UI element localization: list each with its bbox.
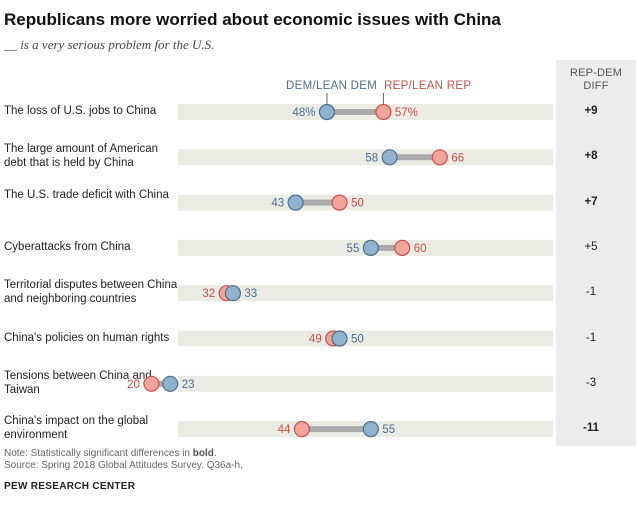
rep-value-label: 44 [278,424,291,436]
note-suffix: . [213,448,217,459]
row-track [178,330,553,347]
rep-value-label: 66 [451,152,464,164]
row-label: The large amount of American debt that i… [4,143,159,170]
dem-value-label: 48% [292,107,315,119]
chart-note: Note: Statistically significant differen… [4,448,217,460]
legend-rep: REP/LEAN REP [384,80,472,92]
dem-value-label: 55 [347,243,360,255]
chart-subtitle: __ is a very serious problem for the U.S… [4,37,215,52]
note-bold: bold [192,448,214,459]
rep-value-label: 57% [395,107,418,119]
diff-value: +7 [584,195,598,208]
gap-connector [301,426,371,433]
dem-point [162,375,179,392]
diff-column-background [556,60,636,446]
diff-column-header: REP-DEM DIFF [556,67,636,93]
gap-connector [389,154,440,161]
rep-point [331,194,348,211]
dem-value-label: 55 [382,424,395,436]
row-label: Tensions between China and Taiwan [4,369,152,396]
diff-header-line-1: REP-DEM [569,67,623,79]
row-track [178,375,553,392]
rep-value-label: 60 [414,243,427,255]
rep-point [431,149,448,166]
dem-point [224,285,242,302]
diff-value: +9 [584,105,598,117]
row-track [178,194,553,211]
gap-connector [370,244,403,251]
rep-point [375,103,392,121]
rep-value-label: 49 [309,334,322,346]
dem-value-label: 23 [182,379,195,391]
row-label: The U.S. trade deficit with China [4,188,169,201]
row-track [178,285,553,302]
rep-point [293,421,310,438]
diff-value: -3 [585,376,597,389]
dem-value-label: 33 [244,288,257,300]
chart-title: Republicans more worried about economic … [4,10,501,29]
dem-point [287,194,304,211]
rep-value-label: 20 [127,379,140,391]
dem-point [381,149,398,166]
diff-value: +5 [584,240,598,253]
dem-point [362,421,379,438]
rep-point [394,239,411,256]
rep-value-label: 50 [351,198,364,210]
org-credit: PEW RESEARCH CENTER [4,481,136,492]
diff-value: -1 [585,286,597,299]
dem-point [331,330,348,347]
diff-value: -11 [583,422,599,435]
note-prefix: Note: Statistically significant differen… [4,448,193,459]
dem-point [318,103,336,121]
row-label: Territorial disputes between China and n… [4,279,178,306]
dem-value-label: 43 [271,198,284,210]
gap-connector [295,199,340,206]
dem-point [362,239,379,256]
diff-value: -1 [585,331,597,344]
row-track [178,149,553,166]
gap-connector [326,109,384,115]
chart-source: Source: Spring 2018 Global Attitudes Sur… [4,460,243,471]
gap-connector [151,380,171,387]
diff-header-line-2: DIFF [583,80,609,92]
diff-value: +8 [584,150,598,163]
rep-value-label: 32 [202,288,215,300]
legend-dem: DEM/LEAN DEM [286,80,378,92]
rep-point [143,375,160,392]
dem-value-label: 58 [365,152,378,164]
row-label: Cyberattacks from China [4,240,131,253]
row-label: The loss of U.S. jobs to China [4,105,157,117]
row-label: China's policies on human rights [4,331,170,344]
row-label: China's impact on the global environment [4,415,149,442]
dem-value-label: 50 [351,334,364,346]
